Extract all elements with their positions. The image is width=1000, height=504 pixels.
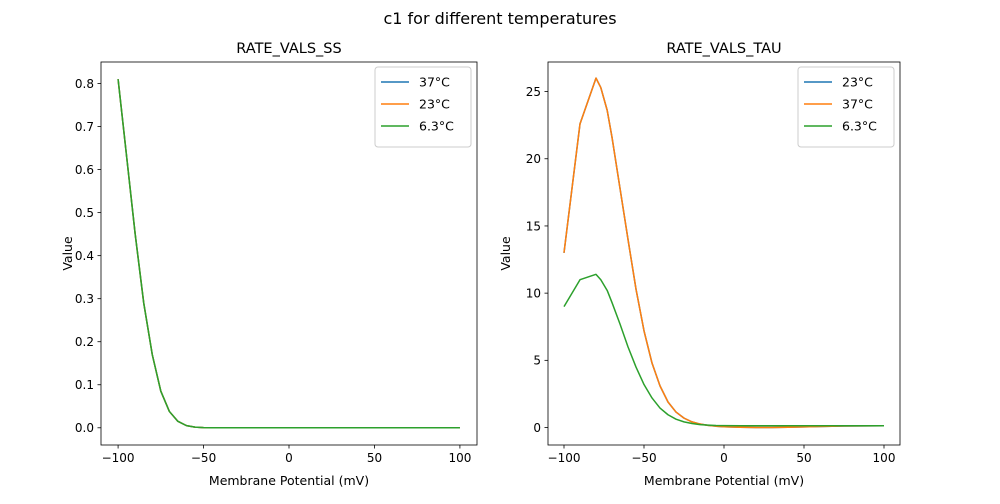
subplot-rate-vals-ss: −100 −50 0 50 100 0.0 0.1 0.2 0.3 0.4 0.5 0.6 0.7 0.8… [60, 41, 478, 488]
legend: 23°C 37°C 6.3°C [797, 66, 895, 148]
subplot-title: RATE_VALS_TAU [666, 41, 781, 57]
series-line-2 [563, 273, 884, 427]
y-tick-label: 0.6 [75, 163, 94, 177]
x-tick-label: 100 [448, 451, 471, 465]
subplot-title: RATE_VALS_SS [236, 41, 341, 57]
y-tick-label: 0.5 [75, 206, 94, 220]
legend-box [374, 66, 472, 148]
y-tick-label: 10 [526, 286, 541, 300]
y-tick-label: 0.1 [75, 378, 94, 392]
legend-label: 37°C [419, 75, 450, 90]
x-tick-label: 50 [796, 451, 811, 465]
legend-label: 37°C [842, 97, 873, 112]
y-tick-label: 5 [533, 354, 541, 368]
legend-box [797, 66, 895, 148]
series-line-1 [563, 77, 885, 429]
legend-label: 23°C [842, 75, 873, 90]
legend-label: 6.3°C [419, 119, 454, 134]
x-axis-label: Membrane Potential (mV) [644, 473, 804, 488]
y-tick-label: 0.7 [75, 120, 94, 134]
figure-title: c1 for different temperatures [383, 9, 616, 28]
y-tick-label: 0.8 [75, 77, 94, 91]
legend-label: 6.3°C [842, 119, 877, 134]
x-tick-label: 0 [720, 451, 728, 465]
series-line-2 [117, 79, 460, 429]
y-tick-label: 20 [526, 152, 541, 166]
legend: 37°C 23°C 6.3°C [374, 66, 472, 148]
x-tick-label: −50 [631, 451, 656, 465]
x-tick-label: 100 [873, 451, 896, 465]
y-tick-label: 0.3 [75, 292, 94, 306]
x-tick-label: 50 [367, 451, 382, 465]
y-axis-label: Value [498, 236, 513, 271]
x-tick-label: −50 [191, 451, 216, 465]
y-tick-label: 0.4 [75, 249, 94, 263]
y-tick-label: 0.2 [75, 335, 94, 349]
subplot-rate-vals-tau: −100 −50 0 50 100 0 5 10 15 20 25 RATE_VALS_TAU Memb… [498, 41, 901, 488]
x-tick-label: −100 [102, 451, 135, 465]
y-tick-label: 15 [526, 219, 541, 233]
y-axis-label: Value [60, 236, 75, 271]
legend-label: 23°C [419, 97, 450, 112]
x-tick-label: 0 [285, 451, 293, 465]
x-tick-label: −100 [548, 451, 581, 465]
y-tick-label: 0 [533, 421, 541, 435]
y-tick-label: 25 [526, 85, 541, 99]
x-axis-label: Membrane Potential (mV) [209, 473, 369, 488]
y-tick-label: 0.0 [75, 421, 94, 435]
